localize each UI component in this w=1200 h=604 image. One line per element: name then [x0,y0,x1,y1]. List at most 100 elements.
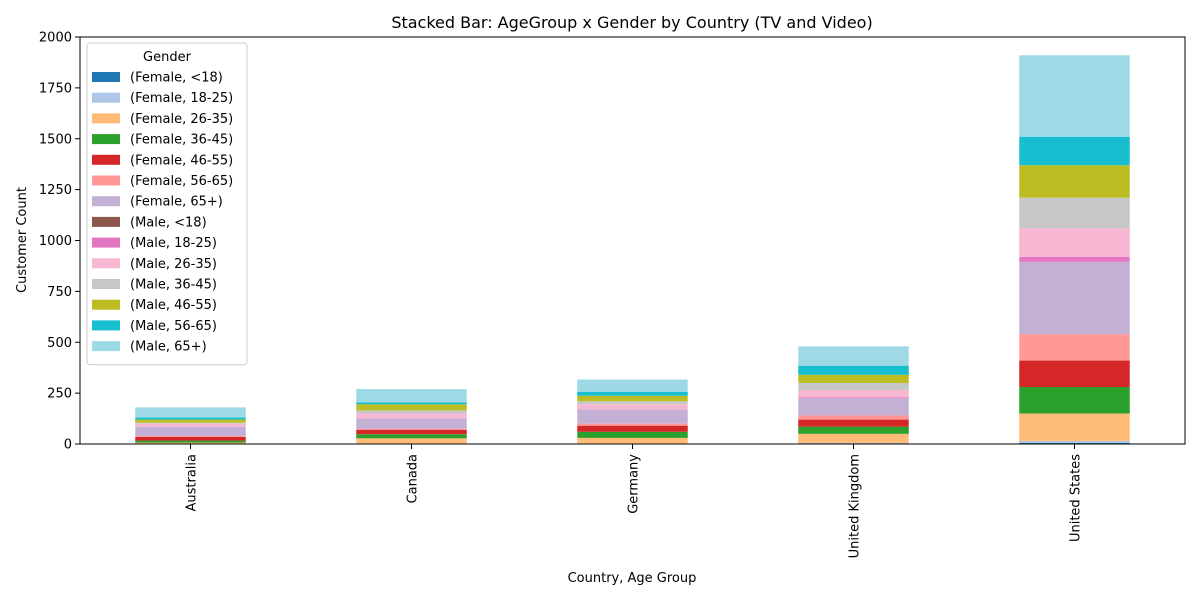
bar-segment-4-2 [1019,413,1130,440]
bar-segment-3-11 [798,375,909,383]
legend-label-5: (Female, 56-65) [130,174,233,189]
legend-swatch-3 [92,134,120,144]
legend-swatch-10 [92,279,120,289]
bar-segment-1-10 [356,410,467,413]
bar-segment-4-10 [1019,198,1130,229]
bar-segment-0-6 [135,427,246,436]
x-tick-label: Australia [185,454,200,512]
x-tick-label: United Kingdom [848,454,863,558]
bar-segment-1-12 [356,402,467,404]
legend-label-9: (Male, 26-35) [130,257,217,272]
legend-swatch-0 [92,72,120,82]
x-tick-label: Germany [627,454,642,514]
bar-segment-3-5 [798,416,909,420]
x-tick-label: Canada [406,454,421,503]
bar-segment-0-12 [135,418,246,420]
bar-segment-1-2 [356,438,467,443]
bar-segment-2-12 [577,392,688,396]
bar-segment-4-5 [1019,334,1130,360]
bar-segment-4-8 [1019,257,1130,262]
bar-segment-1-3 [356,434,467,438]
bar-segment-1-6 [356,419,467,429]
bar-segment-1-4 [356,430,467,434]
y-tick-label: 1500 [39,132,72,147]
bar-segment-0-2 [135,443,246,444]
legend-swatch-7 [92,217,120,227]
bar-segment-2-2 [577,438,688,443]
bar-segment-4-9 [1019,228,1130,256]
bar-segment-2-6 [577,409,688,423]
bar-segment-2-11 [577,396,688,401]
bar-segment-1-11 [356,404,467,410]
bar-segment-4-4 [1019,361,1130,387]
bar-segment-3-6 [798,398,909,415]
bar-segment-3-9 [798,390,909,397]
bar-segment-2-13 [577,379,688,391]
legend-label-1: (Female, 18-25) [130,91,233,106]
legend-swatch-1 [92,93,120,103]
bar-segment-3-10 [798,383,909,390]
legend-label-8: (Male, 18-25) [130,236,217,251]
legend-swatch-9 [92,258,120,268]
legend-swatch-2 [92,113,120,123]
y-axis-label: Customer Count [15,187,30,293]
legend-label-13: (Male, 65+) [130,340,207,355]
y-tick-label: 2000 [39,31,72,46]
y-tick-label: 500 [47,336,72,351]
bar-segment-3-4 [798,420,909,427]
legend-label-7: (Male, <18) [130,215,207,230]
bar-segment-2-3 [577,432,688,438]
legend-swatch-6 [92,196,120,206]
x-axis-label: Country, Age Group [568,571,697,586]
bar-segment-0-9 [135,424,246,427]
bar-segment-1-9 [356,413,467,418]
legend-swatch-4 [92,155,120,165]
y-tick-label: 1000 [39,234,72,249]
legend: Gender (Female, <18) (Female, 18-25) (Femal… [87,43,247,365]
legend-label-4: (Female, 46-55) [130,153,233,168]
legend-label-6: (Female, 65+) [130,195,223,210]
y-tick-label: 0 [64,438,72,453]
bar-segment-4-6 [1019,262,1130,334]
bar-segment-4-1 [1019,441,1130,443]
y-tick-label: 1750 [39,81,72,96]
bar-segment-4-3 [1019,387,1130,413]
bar-segment-2-5 [577,424,688,426]
bar-segment-1-5 [356,429,467,430]
bar-segment-4-13 [1019,55,1130,136]
y-tick-label: 1250 [39,183,72,198]
bar-segment-0-5 [135,436,246,437]
legend-title: Gender [143,50,192,65]
legend-swatch-11 [92,300,120,310]
bar-segment-0-11 [135,420,246,423]
legend-label-10: (Male, 36-45) [130,278,217,293]
x-tick-label: United States [1069,454,1084,542]
bar-segment-2-4 [577,426,688,432]
legend-label-0: (Female, <18) [130,71,223,86]
legend-label-11: (Male, 46-55) [130,298,217,313]
bar-segment-2-10 [577,401,688,404]
legend-swatch-5 [92,176,120,186]
chart-title: Stacked Bar: AgeGroup x Gender by Countr… [391,13,872,32]
bar-segment-2-9 [577,404,688,409]
y-tick-label: 750 [47,285,72,300]
bar-segment-3-8 [798,397,909,398]
bar-segment-3-3 [798,427,909,434]
bar-segment-0-3 [135,441,246,443]
bar-segment-4-11 [1019,165,1130,198]
legend-swatch-13 [92,341,120,351]
bar-segment-0-10 [135,423,246,424]
bar-segment-3-12 [798,366,909,375]
bar-segment-1-13 [356,389,467,402]
legend-label-12: (Male, 56-65) [130,319,217,334]
legend-swatch-8 [92,238,120,248]
bars-layer [135,55,1130,444]
bar-segment-3-13 [798,346,909,365]
legend-label-2: (Female, 26-35) [130,112,233,127]
bar-segment-4-12 [1019,137,1130,165]
bar-segment-0-13 [135,407,246,417]
legend-label-3: (Female, 36-45) [130,133,233,148]
bar-segment-0-4 [135,437,246,441]
